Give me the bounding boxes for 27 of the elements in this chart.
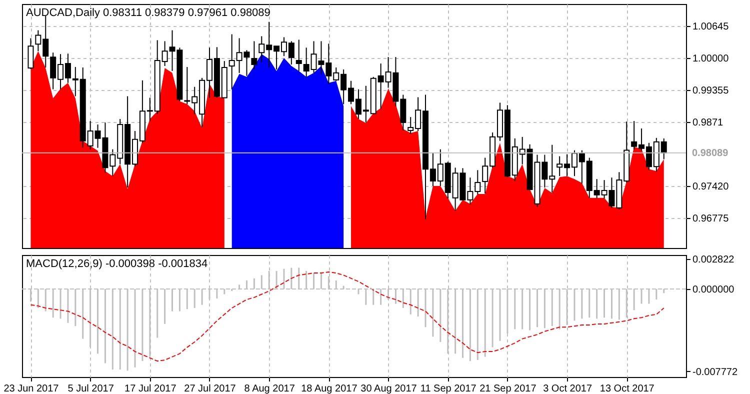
x-tick-label: 11 Sep 2017 — [420, 384, 477, 394]
candlestick — [28, 38, 34, 70]
ref-line-label: 0.98089 — [692, 148, 729, 159]
y-tick-label: 0.9871 — [692, 118, 724, 129]
x-tick-label: 27 Jul 2017 — [184, 384, 236, 394]
y-tick-label: 0.99355 — [692, 86, 730, 97]
y-tick-label: 0.002822 — [692, 254, 735, 266]
y-tick-label: 1.00000 — [692, 54, 730, 65]
x-tick-label: 18 Aug 2017 — [301, 384, 358, 394]
y-tick-label: 0.96775 — [692, 213, 730, 224]
y-tick-label: 0.97420 — [692, 182, 730, 193]
x-tick-label: 21 Sep 2017 — [480, 384, 537, 394]
x-tick-label: 13 Oct 2017 — [600, 384, 655, 394]
x-tick-label: 3 Oct 2017 — [543, 384, 592, 394]
y-tick-label: -0.007772 — [692, 366, 738, 378]
x-tick-label: 5 Jul 2017 — [68, 384, 114, 394]
line-series — [30, 271, 664, 362]
candlestick — [251, 40, 258, 70]
chart-title: MACD(12,26,9) -0.000398 -0.001834 — [26, 258, 208, 270]
y-tick-label: 0.000000 — [692, 284, 735, 296]
candlestick — [296, 39, 302, 72]
chart-title: AUDCAD,Daily 0.98311 0.98379 0.97961 0.98089 — [26, 7, 270, 19]
x-tick-label: 30 Aug 2017 — [360, 384, 418, 394]
x-tick-label: 23 Jun 2017 — [4, 384, 60, 394]
y-tick-label: 1.00645 — [692, 22, 730, 33]
x-tick-label: 8 Aug 2017 — [244, 384, 296, 394]
x-tick-label: 17 Jul 2017 — [124, 384, 177, 394]
